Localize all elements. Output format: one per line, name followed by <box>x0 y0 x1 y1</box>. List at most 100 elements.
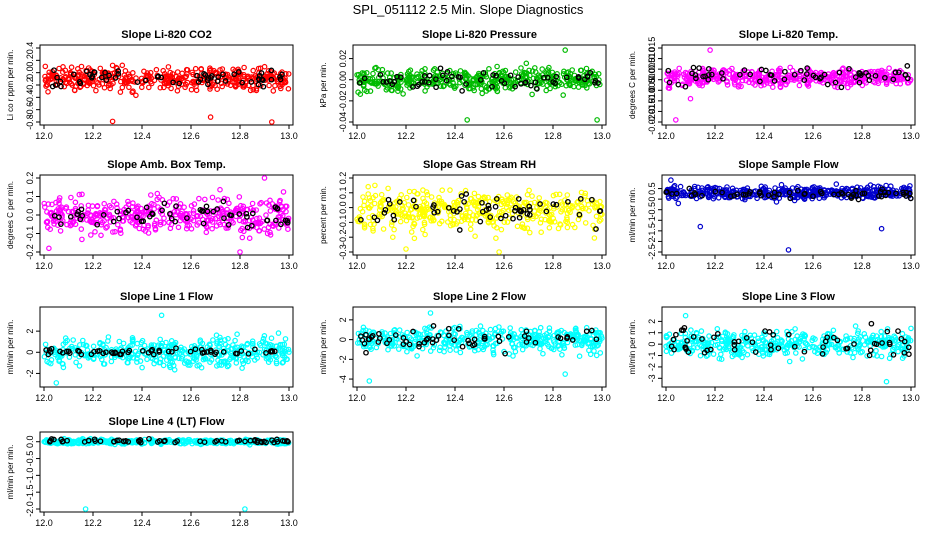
x-tick-label: 13.0 <box>280 393 298 403</box>
data-point <box>355 89 361 96</box>
data-point <box>507 325 514 331</box>
plot-frame <box>352 44 607 126</box>
data-point <box>400 343 407 350</box>
data-point <box>233 355 240 362</box>
data-point <box>773 199 780 205</box>
data-point-black <box>563 74 570 81</box>
data-point <box>361 221 368 228</box>
data-point <box>44 358 50 365</box>
data-point-black <box>523 328 530 335</box>
data-point-black <box>682 83 689 90</box>
data-point <box>184 79 191 86</box>
series-black <box>665 63 911 91</box>
data-point-black <box>550 201 557 207</box>
x-tick-label: 12.2 <box>397 131 415 141</box>
data-point <box>507 195 513 202</box>
data-point-black <box>489 83 495 90</box>
data-point <box>529 193 535 199</box>
data-point-black <box>824 81 831 88</box>
data-point <box>239 365 245 371</box>
data-point-black <box>239 79 246 86</box>
x-tick-label: 12.8 <box>853 261 871 271</box>
data-point <box>420 213 427 219</box>
data-point <box>532 69 539 75</box>
data-point <box>447 222 454 229</box>
data-point-black <box>416 340 423 347</box>
data-point <box>366 195 373 201</box>
data-point <box>55 353 62 360</box>
data-point <box>706 186 712 193</box>
x-tick-label: 12.0 <box>35 518 53 528</box>
data-point <box>88 212 94 218</box>
data-point <box>406 334 413 341</box>
data-point <box>414 353 420 359</box>
data-point-black <box>284 219 291 226</box>
data-point <box>854 345 861 351</box>
data-point <box>173 196 180 202</box>
data-point-outlier <box>158 312 165 319</box>
data-point <box>182 84 188 91</box>
data-point <box>408 229 415 235</box>
y-tick-label: 1 <box>647 330 657 335</box>
x-tick-label: 12.8 <box>853 393 871 403</box>
x-tick-label: 12.0 <box>35 393 53 403</box>
x-tick-label: 12.0 <box>348 393 366 403</box>
data-point <box>217 186 223 193</box>
data-point <box>111 198 117 205</box>
data-point-black <box>868 320 875 327</box>
data-point <box>564 216 570 223</box>
x-tick-label: 12.6 <box>182 131 200 141</box>
data-point <box>464 331 471 338</box>
data-point <box>263 212 269 218</box>
y-tick-label: 0.02 <box>338 50 348 68</box>
data-point-black <box>742 191 749 198</box>
data-point-black <box>52 82 59 88</box>
panel-title: Slope Amb. Box Temp. <box>107 159 226 171</box>
data-point <box>249 200 256 207</box>
data-point <box>462 214 468 220</box>
data-point <box>115 221 121 228</box>
data-point <box>192 65 199 72</box>
y-tick-label: -3 <box>647 374 657 382</box>
data-point-black <box>114 208 121 215</box>
data-point-black <box>673 190 680 197</box>
data-point <box>218 362 225 368</box>
data-point <box>278 203 285 209</box>
data-point <box>361 223 368 229</box>
data-point <box>157 359 164 366</box>
data-point <box>824 346 831 353</box>
data-point <box>666 331 673 338</box>
data-point <box>266 354 272 361</box>
data-point <box>378 191 385 198</box>
data-point <box>101 218 107 224</box>
x-tick-label: 12.0 <box>657 393 675 403</box>
data-point <box>545 69 552 76</box>
data-point-black <box>820 344 826 350</box>
data-point <box>219 66 226 72</box>
data-point <box>438 198 445 205</box>
data-point <box>57 228 64 234</box>
data-point-black <box>775 345 782 352</box>
data-point <box>438 218 445 225</box>
data-point <box>81 73 88 80</box>
data-point <box>101 200 108 207</box>
x-tick-label: 12.8 <box>544 261 562 271</box>
data-point-black <box>502 350 508 357</box>
data-point-black <box>201 70 207 77</box>
data-point <box>899 330 906 337</box>
data-point-black <box>214 206 221 212</box>
data-point <box>147 73 153 80</box>
data-point <box>383 87 390 93</box>
data-point <box>851 349 858 356</box>
data-point <box>225 74 232 80</box>
data-point <box>395 346 402 352</box>
data-point <box>117 208 124 215</box>
data-point-black <box>77 216 84 223</box>
data-point <box>170 362 177 369</box>
data-point-black <box>502 212 509 219</box>
data-point-black <box>410 328 416 335</box>
x-tick-label: 12.6 <box>182 393 200 403</box>
data-point-black <box>112 74 119 81</box>
data-point-black <box>553 201 560 208</box>
series-black <box>49 67 285 90</box>
